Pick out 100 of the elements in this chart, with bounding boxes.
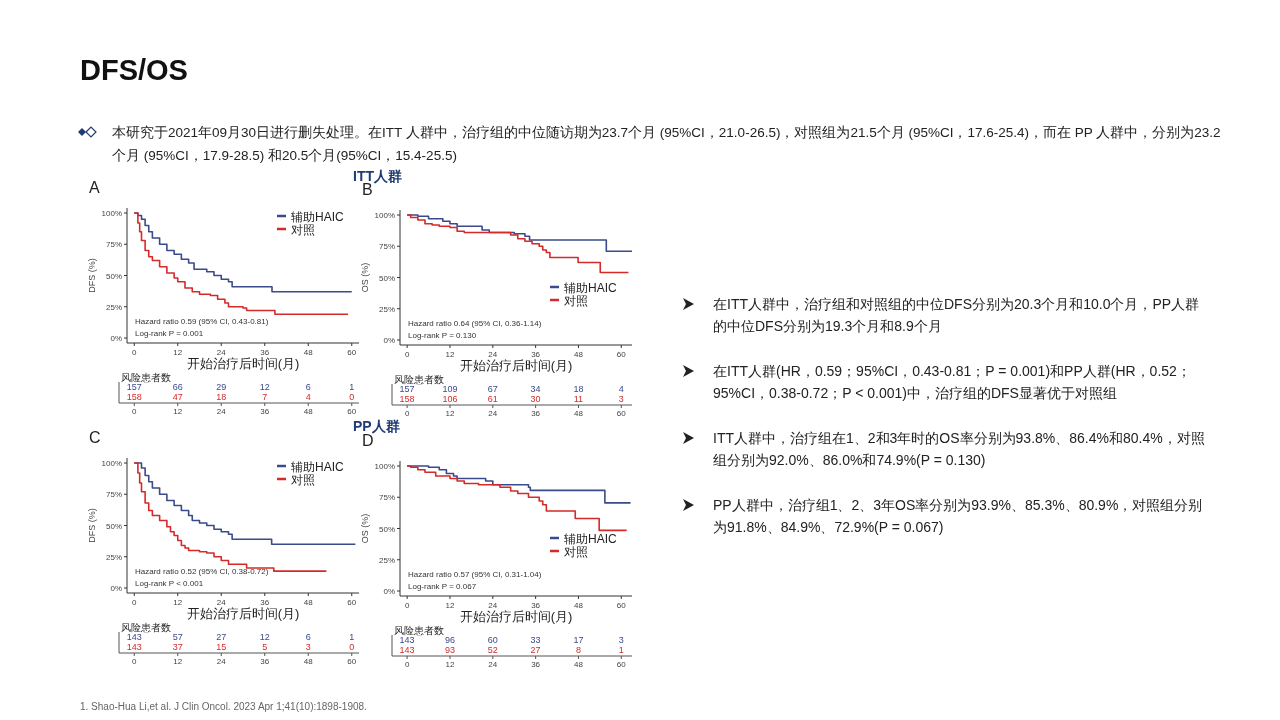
y-tick-label: 50% bbox=[378, 524, 395, 534]
y-tick-label: 25% bbox=[105, 552, 122, 562]
x-tick-label: 48 bbox=[574, 350, 584, 359]
x-tick-label: 36 bbox=[260, 598, 270, 607]
text: 1. Shao-Hua Li,et al. J Clin Oncol. 2023 Apr 1;41(10):1898-1908. bbox=[80, 701, 367, 712]
text: 15 bbox=[216, 642, 227, 652]
x2-tick-label: 36 bbox=[531, 409, 541, 418]
text: 风险患者数 bbox=[394, 374, 444, 385]
text: 17 bbox=[573, 635, 584, 645]
text: 风险患者数 bbox=[121, 622, 171, 633]
x2-tick-label: 24 bbox=[216, 657, 227, 666]
text: 1 bbox=[349, 632, 355, 642]
text: 1 bbox=[618, 645, 624, 655]
text: 143 bbox=[126, 632, 142, 642]
x-tick-label: 48 bbox=[303, 598, 314, 607]
x2-tick-label: 48 bbox=[303, 657, 314, 666]
x2-tick-label: 60 bbox=[616, 660, 627, 669]
annotation: Hazard ratio 0.52 (95% CI, 0.38-0.72) bbox=[135, 567, 269, 576]
legend-label: 对照 bbox=[291, 472, 315, 487]
text: 3 bbox=[305, 642, 311, 652]
x-axis-title: 开始治疗后时间(月) bbox=[459, 358, 573, 373]
annotation: Log-rank P < 0.001 bbox=[135, 579, 204, 588]
x-tick-label: 0 bbox=[132, 348, 138, 357]
text: 52 bbox=[487, 645, 498, 655]
chart-title: A bbox=[89, 179, 100, 196]
x-tick-label: 36 bbox=[531, 601, 541, 610]
text: 12 bbox=[259, 632, 270, 642]
x2-tick-label: 48 bbox=[574, 660, 584, 669]
x2-tick-label: 24 bbox=[488, 409, 498, 418]
y-tick-label: 25% bbox=[105, 302, 122, 312]
x-tick-label: 36 bbox=[260, 348, 270, 357]
text: 18 bbox=[216, 392, 227, 402]
legend-label: 辅助HAIC bbox=[564, 280, 617, 295]
x-tick-label: 60 bbox=[616, 350, 627, 359]
annotation: Log-rank P = 0.001 bbox=[135, 329, 204, 338]
text: 34 bbox=[530, 384, 541, 394]
legend-label: 辅助HAIC bbox=[291, 209, 344, 224]
x2-tick-label: 36 bbox=[531, 660, 541, 669]
y-tick-label: 75% bbox=[378, 242, 395, 252]
chart-subtitle: PP人群 bbox=[353, 418, 400, 434]
text: 60 bbox=[487, 635, 498, 645]
y-tick-label: 0% bbox=[110, 334, 122, 343]
x-tick-label: 60 bbox=[347, 348, 357, 357]
x-tick-label: 12 bbox=[173, 348, 183, 357]
text: 本研究于2021年09月30日进行删失处理。在ITT 人群中，治疗组的中位随访期为23.7个月 (95%CI，21.0-26.5)，对照组为21.5个月 (95%CI，17.6-25.4)，而在 PP 人群中，分别为23.2个月 (95%CI，17.9-28.5) 和20.5个月(95%CI，15.4-25.5) bbox=[112, 124, 1222, 165]
text: 143 bbox=[399, 635, 415, 645]
text: 6 bbox=[305, 382, 311, 392]
text: 0 bbox=[349, 392, 355, 402]
text: ITT人群中，治疗组在1、2和3年时的OS率分别为93.8%、86.4%和80.4%，对照组分别为92.0%、86.0%和74.9%(P = 0.130) bbox=[713, 429, 1206, 470]
x-tick-label: 0 bbox=[404, 350, 410, 359]
y-tick-label: 100% bbox=[101, 209, 122, 218]
x-tick-label: 48 bbox=[303, 348, 314, 357]
x2-tick-label: 12 bbox=[173, 407, 183, 416]
chart-title: D bbox=[362, 432, 374, 449]
y-tick-label: 0% bbox=[383, 587, 395, 596]
x-tick-label: 12 bbox=[445, 601, 455, 610]
text: PP人群中，治疗组1、2、3年OS率分别为93.9%、85.3%、80.9%，对照组分别为91.8%、84.9%、72.9%(P = 0.067) bbox=[713, 496, 1204, 537]
legend-label: 辅助HAIC bbox=[291, 459, 344, 474]
legend-label: 对照 bbox=[564, 293, 588, 308]
text: 5 bbox=[262, 642, 268, 652]
y-axis-title: OS (%) bbox=[360, 513, 370, 544]
text: 3 bbox=[618, 635, 624, 645]
text: 47 bbox=[172, 392, 183, 402]
x2-tick-label: 48 bbox=[574, 409, 584, 418]
text: 1 bbox=[349, 382, 355, 392]
y-tick-label: 100% bbox=[101, 459, 122, 468]
text: 7 bbox=[262, 392, 268, 402]
text: 158 bbox=[126, 392, 142, 402]
annotation: Hazard ratio 0.64 (95% CI, 0.36-1.14) bbox=[408, 319, 542, 328]
text: 157 bbox=[399, 384, 415, 394]
text: 4 bbox=[305, 392, 311, 402]
text: 在ITT人群中，治疗组和对照组的中位DFS分别为20.3个月和10.0个月，PP人群的中位DFS分别为19.3个月和8.9个月 bbox=[713, 295, 1201, 336]
text: 93 bbox=[444, 645, 455, 655]
x-tick-label: 24 bbox=[488, 350, 498, 359]
annotation: Hazard ratio 0.59 (95% CI, 0.43-0.81) bbox=[135, 317, 269, 326]
y-tick-label: 0% bbox=[383, 336, 395, 345]
x2-tick-label: 12 bbox=[445, 660, 455, 669]
x-tick-label: 60 bbox=[347, 598, 357, 607]
text: DFS/OS bbox=[80, 54, 188, 87]
x-axis-title: 开始治疗后时间(月) bbox=[186, 606, 300, 621]
text: 18 bbox=[573, 384, 584, 394]
x2-tick-label: 24 bbox=[216, 407, 227, 416]
text: 11 bbox=[573, 394, 584, 404]
x2-tick-label: 0 bbox=[404, 409, 410, 418]
text: 106 bbox=[442, 394, 458, 404]
x-tick-label: 0 bbox=[404, 601, 410, 610]
text: 在ITT人群(HR，0.59；95%CI，0.43-0.81；P = 0.001)和PP人群(HR，0.52；95%CI，0.38-0.72；P < 0.001)中，治疗组的DFS显著优于对照组 bbox=[713, 362, 1192, 403]
x-tick-label: 12 bbox=[173, 598, 183, 607]
text: 风险患者数 bbox=[121, 372, 171, 383]
x2-tick-label: 36 bbox=[260, 657, 270, 666]
y-axis-title: DFS (%) bbox=[87, 258, 97, 293]
chart-subtitle: ITT人群 bbox=[353, 168, 402, 184]
x-tick-label: 36 bbox=[531, 350, 541, 359]
text: 57 bbox=[172, 632, 183, 642]
chart-title: B bbox=[362, 181, 373, 198]
text: 12 bbox=[259, 382, 270, 392]
y-axis-title: OS (%) bbox=[360, 262, 370, 293]
y-tick-label: 25% bbox=[378, 555, 395, 565]
y-tick-label: 0% bbox=[110, 584, 122, 593]
x2-tick-label: 60 bbox=[347, 657, 357, 666]
